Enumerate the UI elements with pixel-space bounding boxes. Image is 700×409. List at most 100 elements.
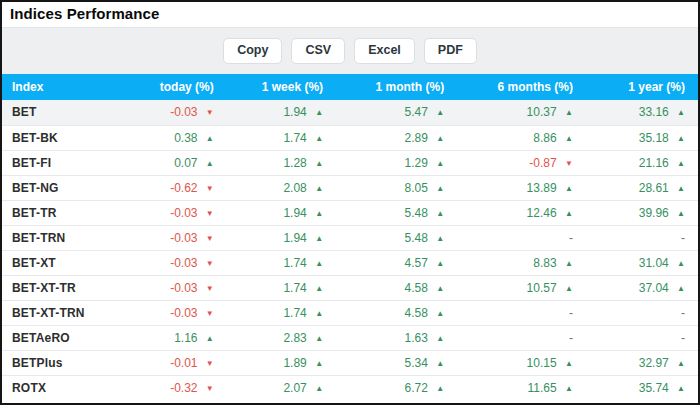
value-cell: 0.07 ▲ bbox=[132, 150, 227, 175]
up-arrow-icon: ▲ bbox=[436, 209, 444, 218]
down-arrow-icon: ▼ bbox=[206, 108, 214, 117]
value-text: 0.07 bbox=[174, 156, 197, 170]
table-row: BET-XT-TR -0.03 ▼ 1.74 ▲ 4.58 ▲ 10.57 ▲ … bbox=[2, 275, 698, 300]
value-cell: 33.16 ▲ bbox=[586, 100, 698, 125]
column-header[interactable]: today (%) bbox=[132, 74, 227, 100]
value-text: 1.89 bbox=[283, 356, 306, 370]
up-arrow-icon: ▲ bbox=[436, 108, 444, 117]
export-button-excel[interactable]: Excel bbox=[354, 38, 415, 65]
value-cell: -0.03 ▼ bbox=[132, 100, 227, 125]
up-arrow-icon: ▲ bbox=[565, 359, 573, 368]
value-text: 1.74 bbox=[283, 256, 306, 270]
table-row: ROTX -0.32 ▼ 2.07 ▲ 6.72 ▲ 11.65 ▲ 35.74… bbox=[2, 375, 698, 400]
value-cell: - bbox=[586, 300, 698, 325]
value-cell: 5.48 ▲ bbox=[336, 225, 457, 250]
value-text: 5.47 bbox=[405, 105, 428, 119]
value-text: - bbox=[569, 306, 573, 320]
column-header[interactable]: 1 month (%) bbox=[336, 74, 457, 100]
value-cell: 1.29 ▲ bbox=[336, 150, 457, 175]
value-text: 2.89 bbox=[405, 131, 428, 145]
value-text: 1.63 bbox=[405, 331, 428, 345]
index-name-cell: BET-XT-TR bbox=[2, 275, 132, 300]
up-arrow-icon: ▲ bbox=[436, 259, 444, 268]
value-cell: 4.58 ▲ bbox=[336, 300, 457, 325]
export-button-csv[interactable]: CSV bbox=[291, 38, 345, 65]
page-title: Indices Performance bbox=[2, 2, 698, 27]
value-cell: 4.58 ▲ bbox=[336, 275, 457, 300]
value-text: 39.96 bbox=[639, 206, 669, 220]
index-name-cell: BET-TRN bbox=[2, 225, 132, 250]
up-arrow-icon: ▲ bbox=[315, 159, 323, 168]
value-text: -0.87 bbox=[529, 156, 556, 170]
value-text: 5.48 bbox=[405, 231, 428, 245]
value-cell: 1.63 ▲ bbox=[336, 325, 457, 350]
up-arrow-icon: ▲ bbox=[565, 384, 573, 393]
value-cell: 32.97 ▲ bbox=[586, 350, 698, 375]
value-text: 1.94 bbox=[283, 231, 306, 245]
value-text: 35.74 bbox=[639, 381, 669, 395]
value-cell: 5.34 ▲ bbox=[336, 350, 457, 375]
value-text: 1.29 bbox=[405, 156, 428, 170]
value-cell: 31.04 ▲ bbox=[586, 250, 698, 275]
value-text: 33.16 bbox=[639, 105, 669, 119]
up-arrow-icon: ▲ bbox=[677, 108, 685, 117]
value-text: 13.89 bbox=[527, 181, 557, 195]
value-cell: -0.03 ▼ bbox=[132, 275, 227, 300]
index-name-cell: BET-XT-TRN bbox=[2, 300, 132, 325]
column-header[interactable]: Index bbox=[2, 74, 132, 100]
value-cell: 10.57 ▲ bbox=[457, 275, 586, 300]
column-header[interactable]: 1 week (%) bbox=[227, 74, 336, 100]
index-name-cell: BET bbox=[2, 100, 132, 125]
export-button-pdf[interactable]: PDF bbox=[424, 38, 477, 65]
value-text: 1.16 bbox=[174, 331, 197, 345]
value-text: 8.86 bbox=[533, 131, 556, 145]
column-header[interactable]: 1 year (%) bbox=[586, 74, 698, 100]
down-arrow-icon: ▼ bbox=[206, 309, 214, 318]
value-cell: 10.15 ▲ bbox=[457, 350, 586, 375]
value-cell: - bbox=[586, 325, 698, 350]
value-cell: 13.89 ▲ bbox=[457, 175, 586, 200]
value-text: 5.48 bbox=[405, 206, 428, 220]
column-header[interactable]: 6 months (%) bbox=[457, 74, 586, 100]
up-arrow-icon: ▲ bbox=[315, 284, 323, 293]
up-arrow-icon: ▲ bbox=[315, 108, 323, 117]
value-text: 31.04 bbox=[639, 256, 669, 270]
value-cell: -0.03 ▼ bbox=[132, 250, 227, 275]
value-cell: 1.94 ▲ bbox=[227, 200, 336, 225]
value-cell: -0.87 ▼ bbox=[457, 150, 586, 175]
up-arrow-icon: ▲ bbox=[677, 384, 685, 393]
value-cell: 1.16 ▲ bbox=[132, 325, 227, 350]
value-text: 1.74 bbox=[283, 306, 306, 320]
up-arrow-icon: ▲ bbox=[206, 159, 214, 168]
index-name-cell: ROTX bbox=[2, 375, 132, 400]
value-cell: 5.48 ▲ bbox=[336, 200, 457, 225]
index-name-cell: BET-TR bbox=[2, 200, 132, 225]
down-arrow-icon: ▼ bbox=[565, 159, 573, 168]
up-arrow-icon: ▲ bbox=[677, 159, 685, 168]
export-button-copy[interactable]: Copy bbox=[223, 38, 282, 65]
up-arrow-icon: ▲ bbox=[315, 184, 323, 193]
value-text: 2.08 bbox=[283, 181, 306, 195]
value-cell: 6.72 ▲ bbox=[336, 375, 457, 400]
value-cell: 2.83 ▲ bbox=[227, 325, 336, 350]
table-row: BET-XT -0.03 ▼ 1.74 ▲ 4.57 ▲ 8.83 ▲ 31.0… bbox=[2, 250, 698, 275]
value-text: -0.62 bbox=[170, 181, 197, 195]
index-name-cell: BETAeRO bbox=[2, 325, 132, 350]
value-cell: 1.89 ▲ bbox=[227, 350, 336, 375]
value-text: 12.46 bbox=[527, 206, 557, 220]
value-text: -0.03 bbox=[170, 256, 197, 270]
up-arrow-icon: ▲ bbox=[436, 234, 444, 243]
up-arrow-icon: ▲ bbox=[677, 359, 685, 368]
up-arrow-icon: ▲ bbox=[677, 259, 685, 268]
value-cell: 1.74 ▲ bbox=[227, 275, 336, 300]
value-text: -0.32 bbox=[170, 381, 197, 395]
value-text: 4.58 bbox=[405, 281, 428, 295]
value-text: -0.03 bbox=[170, 206, 197, 220]
value-text: 8.83 bbox=[533, 256, 556, 270]
value-text: 4.58 bbox=[405, 306, 428, 320]
up-arrow-icon: ▲ bbox=[677, 284, 685, 293]
value-text: 11.65 bbox=[527, 381, 556, 395]
value-text: 1.74 bbox=[283, 281, 306, 295]
value-text: 5.34 bbox=[405, 356, 428, 370]
table-row: BET-NG -0.62 ▼ 2.08 ▲ 8.05 ▲ 13.89 ▲ 28.… bbox=[2, 175, 698, 200]
